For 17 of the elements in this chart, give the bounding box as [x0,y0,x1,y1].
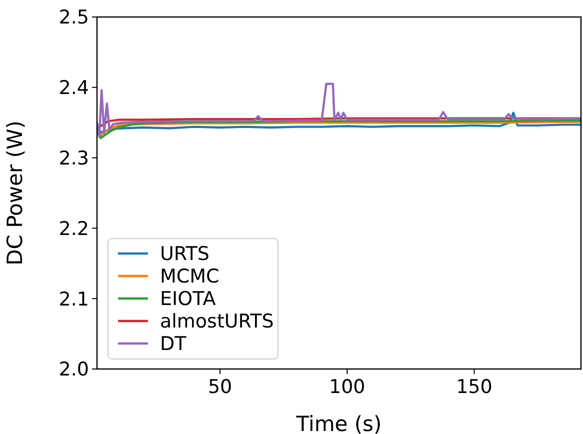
legend-label: URTS [160,243,210,266]
y-tick-label: 2.4 [58,77,89,100]
legend-label: DT [160,333,187,356]
x-axis-title: Time (s) [295,412,382,434]
x-tick-label: 150 [456,376,492,398]
y-tick-label: 2.2 [58,218,89,240]
y-tick-label: 2.0 [58,358,89,381]
y-tick-label: 2.3 [58,147,89,170]
legend-label: EIOTA [160,288,216,310]
legend-label: MCMC [160,266,220,288]
y-axis-title: DC Power (W) [3,120,27,266]
line-series [97,82,581,138]
x-tick-label: 100 [329,376,366,398]
x-tick-label: 50 [208,376,232,398]
y-tick-label: 2.1 [58,288,89,310]
legend-label: almostURTS [160,310,274,333]
y-tick-label: 2.5 [58,6,89,29]
